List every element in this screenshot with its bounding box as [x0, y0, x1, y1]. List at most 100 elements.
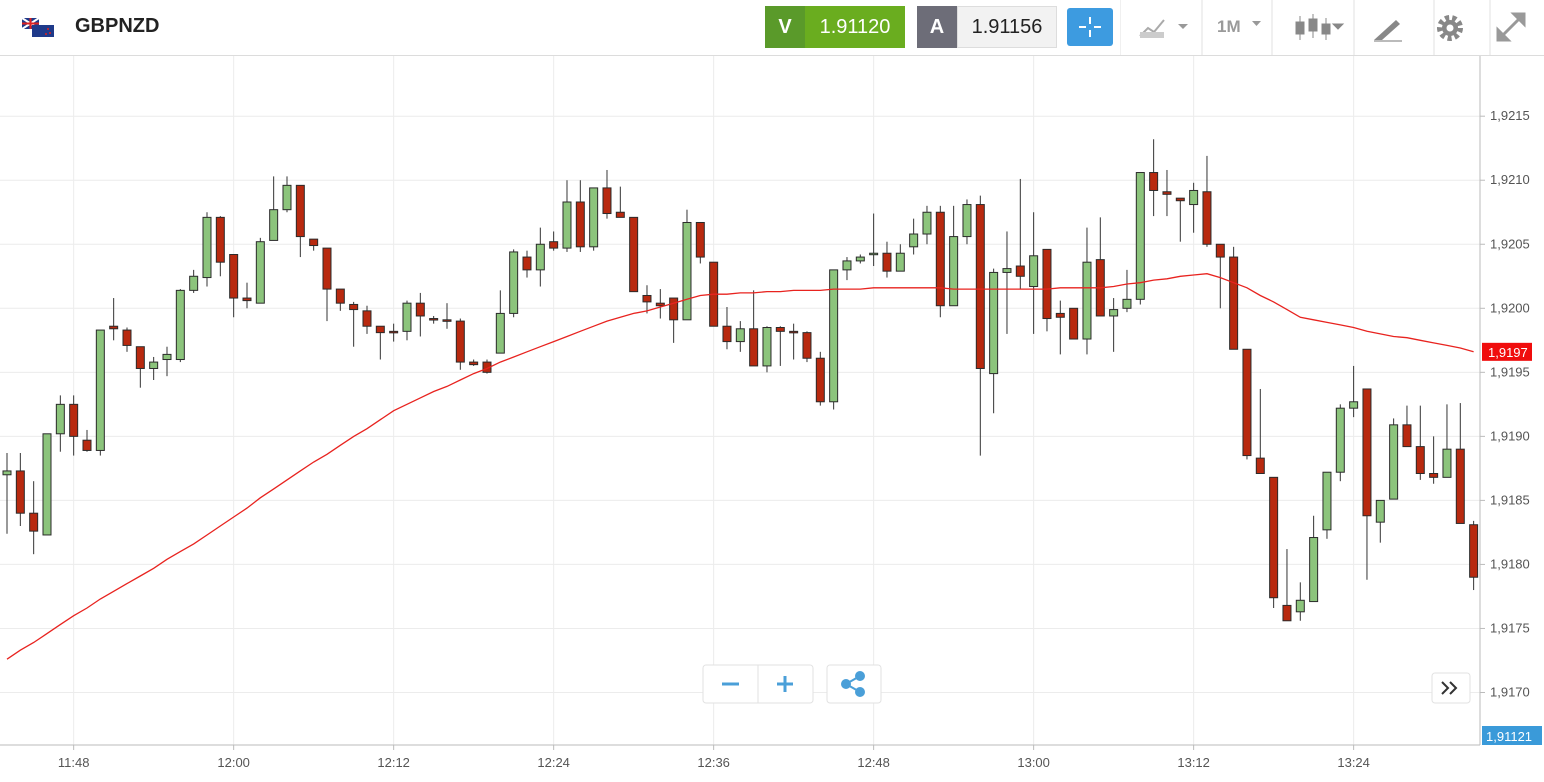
- candle-body: [282, 184, 292, 211]
- buy-button[interactable]: A: [917, 6, 957, 48]
- candle-body: [389, 330, 399, 334]
- candle-body: [362, 310, 372, 327]
- candle-body: [42, 433, 52, 536]
- candle-body: [669, 297, 679, 321]
- candle-body: [2, 470, 12, 476]
- candle-body: [229, 254, 239, 299]
- candle-body: [869, 252, 879, 256]
- candle-body: [82, 439, 92, 451]
- candle-body: [1375, 499, 1385, 523]
- candle-body: [949, 236, 959, 307]
- timeframe-caret[interactable]: [1252, 21, 1261, 26]
- candle-body: [762, 327, 772, 367]
- candle-body: [1309, 537, 1319, 603]
- candle-body: [775, 327, 785, 332]
- candle-body: [1335, 407, 1345, 473]
- candle-body: [1069, 307, 1079, 340]
- grid: [0, 56, 1480, 745]
- candle-body: [682, 221, 692, 321]
- candle-body: [1055, 312, 1065, 318]
- candle-body: [29, 512, 39, 532]
- candle-body: [1082, 261, 1092, 340]
- candle-body: [589, 187, 599, 248]
- candle-body: [135, 346, 145, 369]
- candle-body: [1189, 189, 1199, 206]
- candle-body: [55, 403, 65, 435]
- candle-body: [295, 184, 305, 238]
- candle-body: [429, 318, 439, 321]
- flag-icon: [22, 18, 54, 37]
- sell-button[interactable]: V: [765, 6, 805, 48]
- candle-body: [442, 319, 452, 322]
- candle-body: [1415, 446, 1425, 474]
- scroll-right-button[interactable]: [1431, 672, 1471, 704]
- sell-price[interactable]: 1.91120: [805, 6, 905, 48]
- buy-price[interactable]: 1.91156: [957, 6, 1057, 48]
- candle-body: [1442, 448, 1452, 478]
- candle-body: [495, 312, 505, 354]
- candle-body: [1162, 191, 1172, 195]
- fullscreen-button[interactable]: [1496, 12, 1526, 42]
- indicator-button[interactable]: [1139, 19, 1188, 38]
- candle-body: [375, 325, 385, 334]
- candle-body: [629, 216, 639, 293]
- x-tick-label: 12:48: [857, 755, 890, 770]
- candle-body: [962, 204, 972, 238]
- candle-body: [255, 241, 265, 304]
- candle-body: [1122, 298, 1132, 309]
- y-tick-label: 1,9185: [1490, 492, 1530, 507]
- candle-body: [522, 256, 532, 271]
- candle-body: [309, 238, 319, 247]
- x-tick-label: 13:24: [1337, 755, 1370, 770]
- candle-body: [1202, 191, 1212, 245]
- candles: [2, 139, 1479, 622]
- candle-body: [1402, 424, 1412, 448]
- share-button[interactable]: [841, 671, 865, 697]
- candle-body: [749, 328, 759, 367]
- chart-type-button[interactable]: [1295, 14, 1345, 40]
- candle-body: [722, 325, 732, 343]
- candle-body: [1109, 309, 1119, 317]
- candle-body: [1295, 599, 1305, 613]
- candle-body: [269, 209, 279, 241]
- candle-body: [1229, 256, 1239, 350]
- crosshair-button[interactable]: [1067, 8, 1113, 46]
- candle-body: [242, 297, 252, 302]
- y-tick-label: 1,9170: [1490, 684, 1530, 699]
- candle-body: [1175, 197, 1185, 202]
- candle-body: [349, 303, 359, 311]
- candle-body: [735, 328, 745, 343]
- candle-body: [909, 233, 919, 248]
- bid-price-tag: [1482, 726, 1542, 745]
- candle-body: [1469, 524, 1479, 578]
- candle-body: [162, 353, 172, 361]
- candle-body: [1282, 604, 1292, 622]
- y-tick-label: 1,9205: [1490, 236, 1530, 251]
- candle-body: [335, 288, 345, 304]
- candle-body: [1149, 172, 1159, 191]
- candle-body: [562, 201, 572, 249]
- x-tick-label: 12:24: [537, 755, 570, 770]
- candle-body: [615, 211, 625, 218]
- candle-body: [215, 216, 225, 263]
- x-tick-label: 13:00: [1017, 755, 1050, 770]
- candle-body: [509, 251, 519, 314]
- bid-price-label: 1,91121: [1486, 729, 1532, 744]
- candle-body: [122, 329, 132, 346]
- candle-body: [842, 260, 852, 271]
- candle-body: [1135, 172, 1145, 300]
- ma-price-tag: [1482, 342, 1532, 361]
- moving-average-line: [6, 273, 1474, 660]
- x-tick-label: 12:00: [217, 755, 250, 770]
- candle-body: [802, 332, 812, 359]
- drawing-button[interactable]: [1374, 20, 1402, 42]
- zoom-in[interactable]: [777, 676, 793, 692]
- candle-body: [655, 302, 665, 307]
- settings-button[interactable]: [1437, 15, 1463, 41]
- toolbar: GBPNZD V 1.91120 A 1.91156 1M: [0, 0, 1544, 56]
- y-tick-label: 1,9210: [1490, 172, 1530, 187]
- timeframe[interactable]: 1M: [1217, 17, 1241, 36]
- toolbar-icons: [1120, 0, 1526, 55]
